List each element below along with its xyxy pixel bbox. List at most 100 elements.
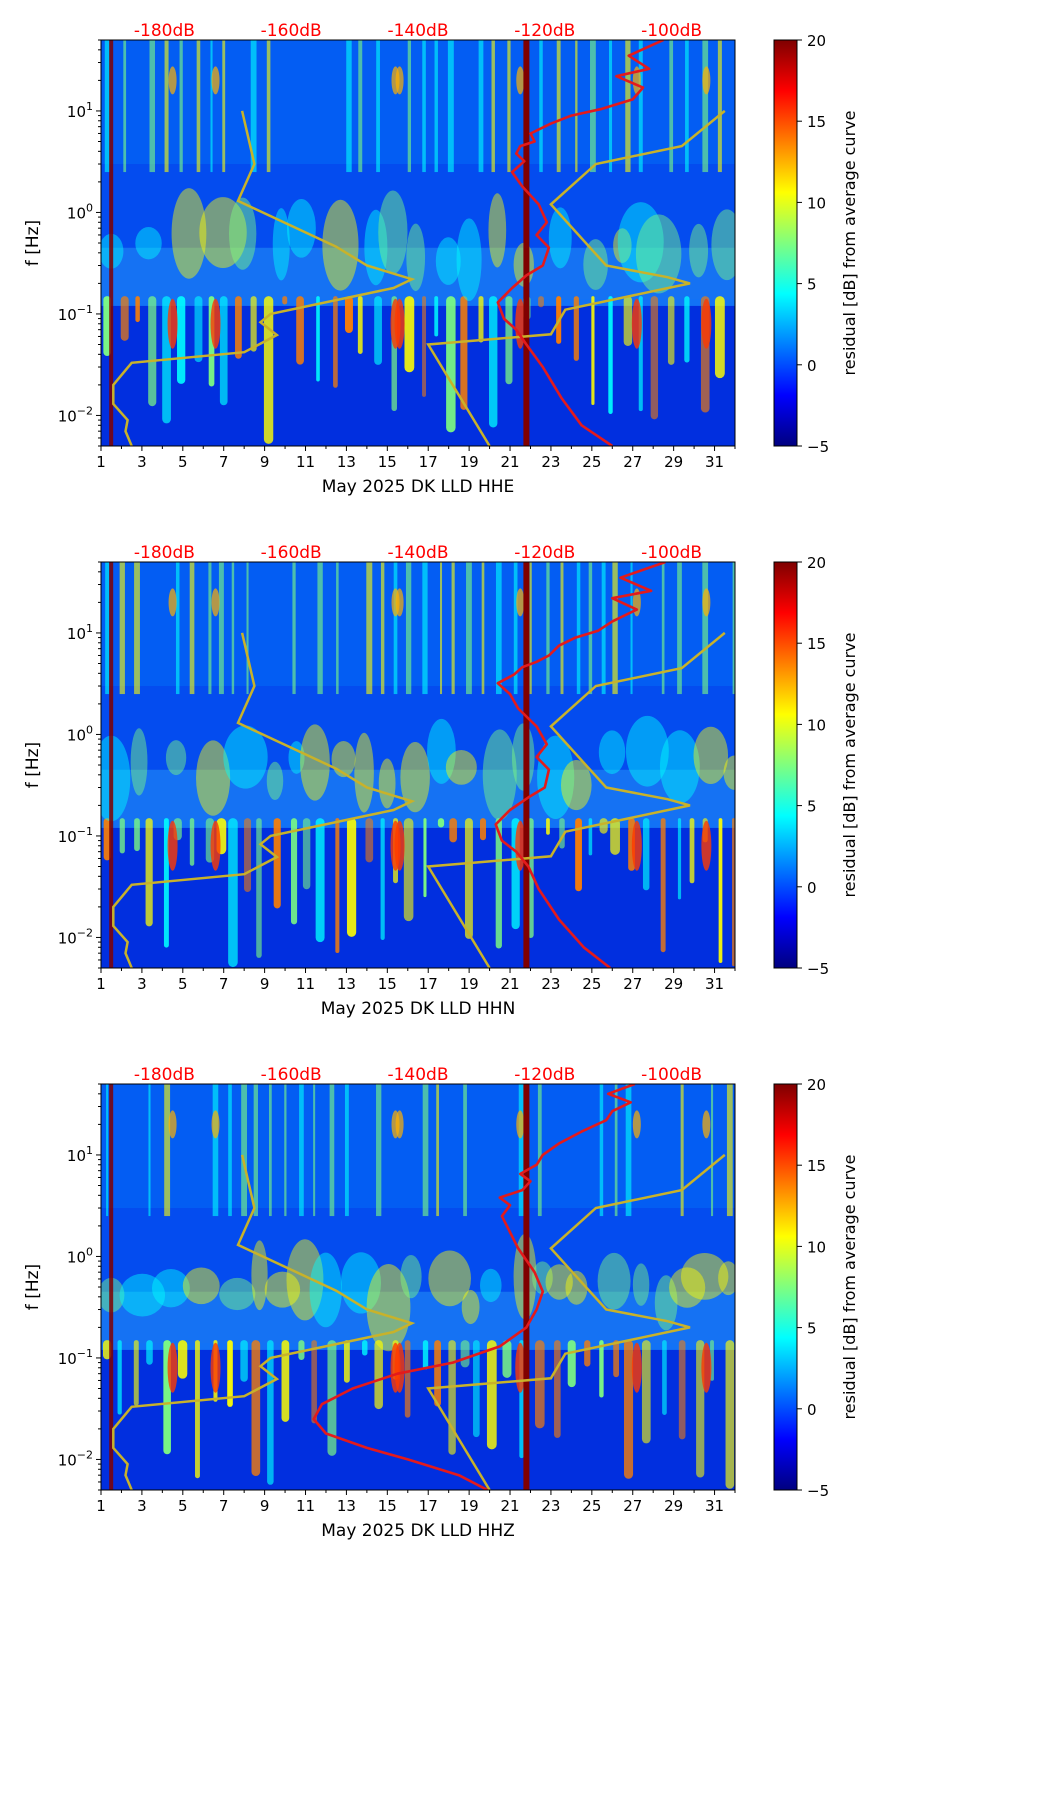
y-tick-label: 10−2 [58,404,93,425]
heatmap-blob [461,1289,480,1325]
colorbar-tick-label: 5 [807,1320,817,1338]
heatmap-streak [505,296,513,385]
heatmap-streak [434,296,439,337]
heatmap-blob [354,732,374,813]
y-tick-exp: 0 [86,201,93,214]
heatmap-streak [481,562,485,695]
heatmap-blob [445,749,477,785]
x-tick-label: 21 [500,975,519,993]
heatmap-streak [298,1340,305,1360]
heatmap-blob [693,726,729,785]
heatmap-streak [222,40,226,173]
heatmap-streak [518,1084,525,1217]
heatmap-streak [702,40,709,173]
power-curve [496,40,664,446]
heatmap-streak [329,1084,335,1217]
heatmap-streak [196,40,201,173]
x-tick-label: 9 [260,975,270,993]
colorbar-tick-label: 20 [807,1076,826,1094]
y-tick-base: 10 [58,407,77,425]
heatmap-blob [680,1252,729,1300]
power-curve [494,562,666,968]
y-axis-label: f [Hz] [23,742,43,788]
colorbar-tick-label: 15 [807,1157,826,1175]
heatmap-streak [638,40,643,173]
heatmap-streak [436,1084,439,1217]
heatmap-streak [678,1340,686,1440]
heatmap-blob [456,218,482,302]
db-scale-label: -160dB [261,21,322,41]
heatmap-streak [732,818,735,967]
heatmap-streak [393,562,398,695]
heatmap-streak [177,1340,188,1379]
heatmap-blob [711,209,735,281]
heatmap-blob [135,227,162,260]
y-tick-exp: 1 [86,622,93,635]
heatmap-streak [650,296,659,420]
heatmap-streak [513,562,518,695]
x-tick-label: 29 [664,453,683,471]
heatmap-band [101,686,735,770]
colorbar-tick-label: 0 [807,1401,817,1419]
x-tick-label: 1 [96,975,106,993]
heatmap-hotspot [167,1342,178,1393]
heatmap-streak [290,818,298,925]
heatmap-streak [714,296,725,379]
heatmap-streak [344,1084,349,1217]
heatmap-blob [689,223,709,278]
db-scale-label: -180dB [134,1065,195,1085]
colorbar-tick-label: −5 [807,438,829,456]
heatmap [101,562,735,968]
heatmap-hotspot [210,298,221,349]
x-tick-label: 15 [378,453,397,471]
heatmap-streak [376,1084,382,1217]
heatmap-blob [427,718,456,784]
heatmap-streak [120,296,129,341]
heatmap-streak [105,562,110,695]
heatmap-streak [624,1340,634,1479]
heatmap-blob [598,730,626,775]
heatmap-blob [151,1269,190,1308]
heatmap-streak [133,1340,139,1406]
x-tick-label: 25 [582,1497,601,1515]
heatmap-streak [660,818,666,953]
heatmap-streak [546,562,550,695]
heatmap-streak [281,1340,290,1422]
heatmap-streak [717,40,722,173]
heatmap-streak [422,1340,429,1370]
heatmap-streak [175,562,180,695]
heatmap-streak [422,1084,429,1217]
y-tick-base: 10 [58,929,77,947]
colorbar-tick-label: 15 [807,635,826,653]
x-tick-label: 17 [419,453,438,471]
heatmap-streak [537,1084,542,1217]
y-axis-label: f [Hz] [23,220,43,266]
x-axis-label: May 2025 DK LLD HHN [321,999,516,1019]
colorbar-tick-label: 20 [807,554,826,572]
heatmap-hotspot [702,66,711,95]
heatmap-streak [460,1340,470,1368]
x-tick-label: 31 [705,453,724,471]
heatmap-streak [486,1340,497,1450]
heatmap-streak [235,296,242,359]
heatmap-blob [635,214,682,294]
heatmap-streak [228,1084,232,1217]
heatmap-streak [365,818,374,863]
x-tick-label: 19 [460,453,479,471]
heatmap-hotspot [702,1110,711,1139]
x-tick-label: 17 [419,1497,438,1515]
heatmap-streak [689,818,695,884]
heatmap-blob [101,735,131,822]
heatmap-streak [208,562,212,695]
heatmap-streak [346,818,357,937]
heatmap-streak [667,296,675,365]
heatmap-streak [725,1340,735,1489]
colorbar-tick-label: 0 [807,879,817,897]
heatmap-streak [466,562,472,695]
heatmap-streak [610,818,620,855]
heatmap-blob [511,723,535,791]
heatmap-streak [189,818,195,866]
heatmap-streak [623,296,633,346]
heatmap-streak [284,1084,287,1217]
db-scale-label: -180dB [134,543,195,563]
